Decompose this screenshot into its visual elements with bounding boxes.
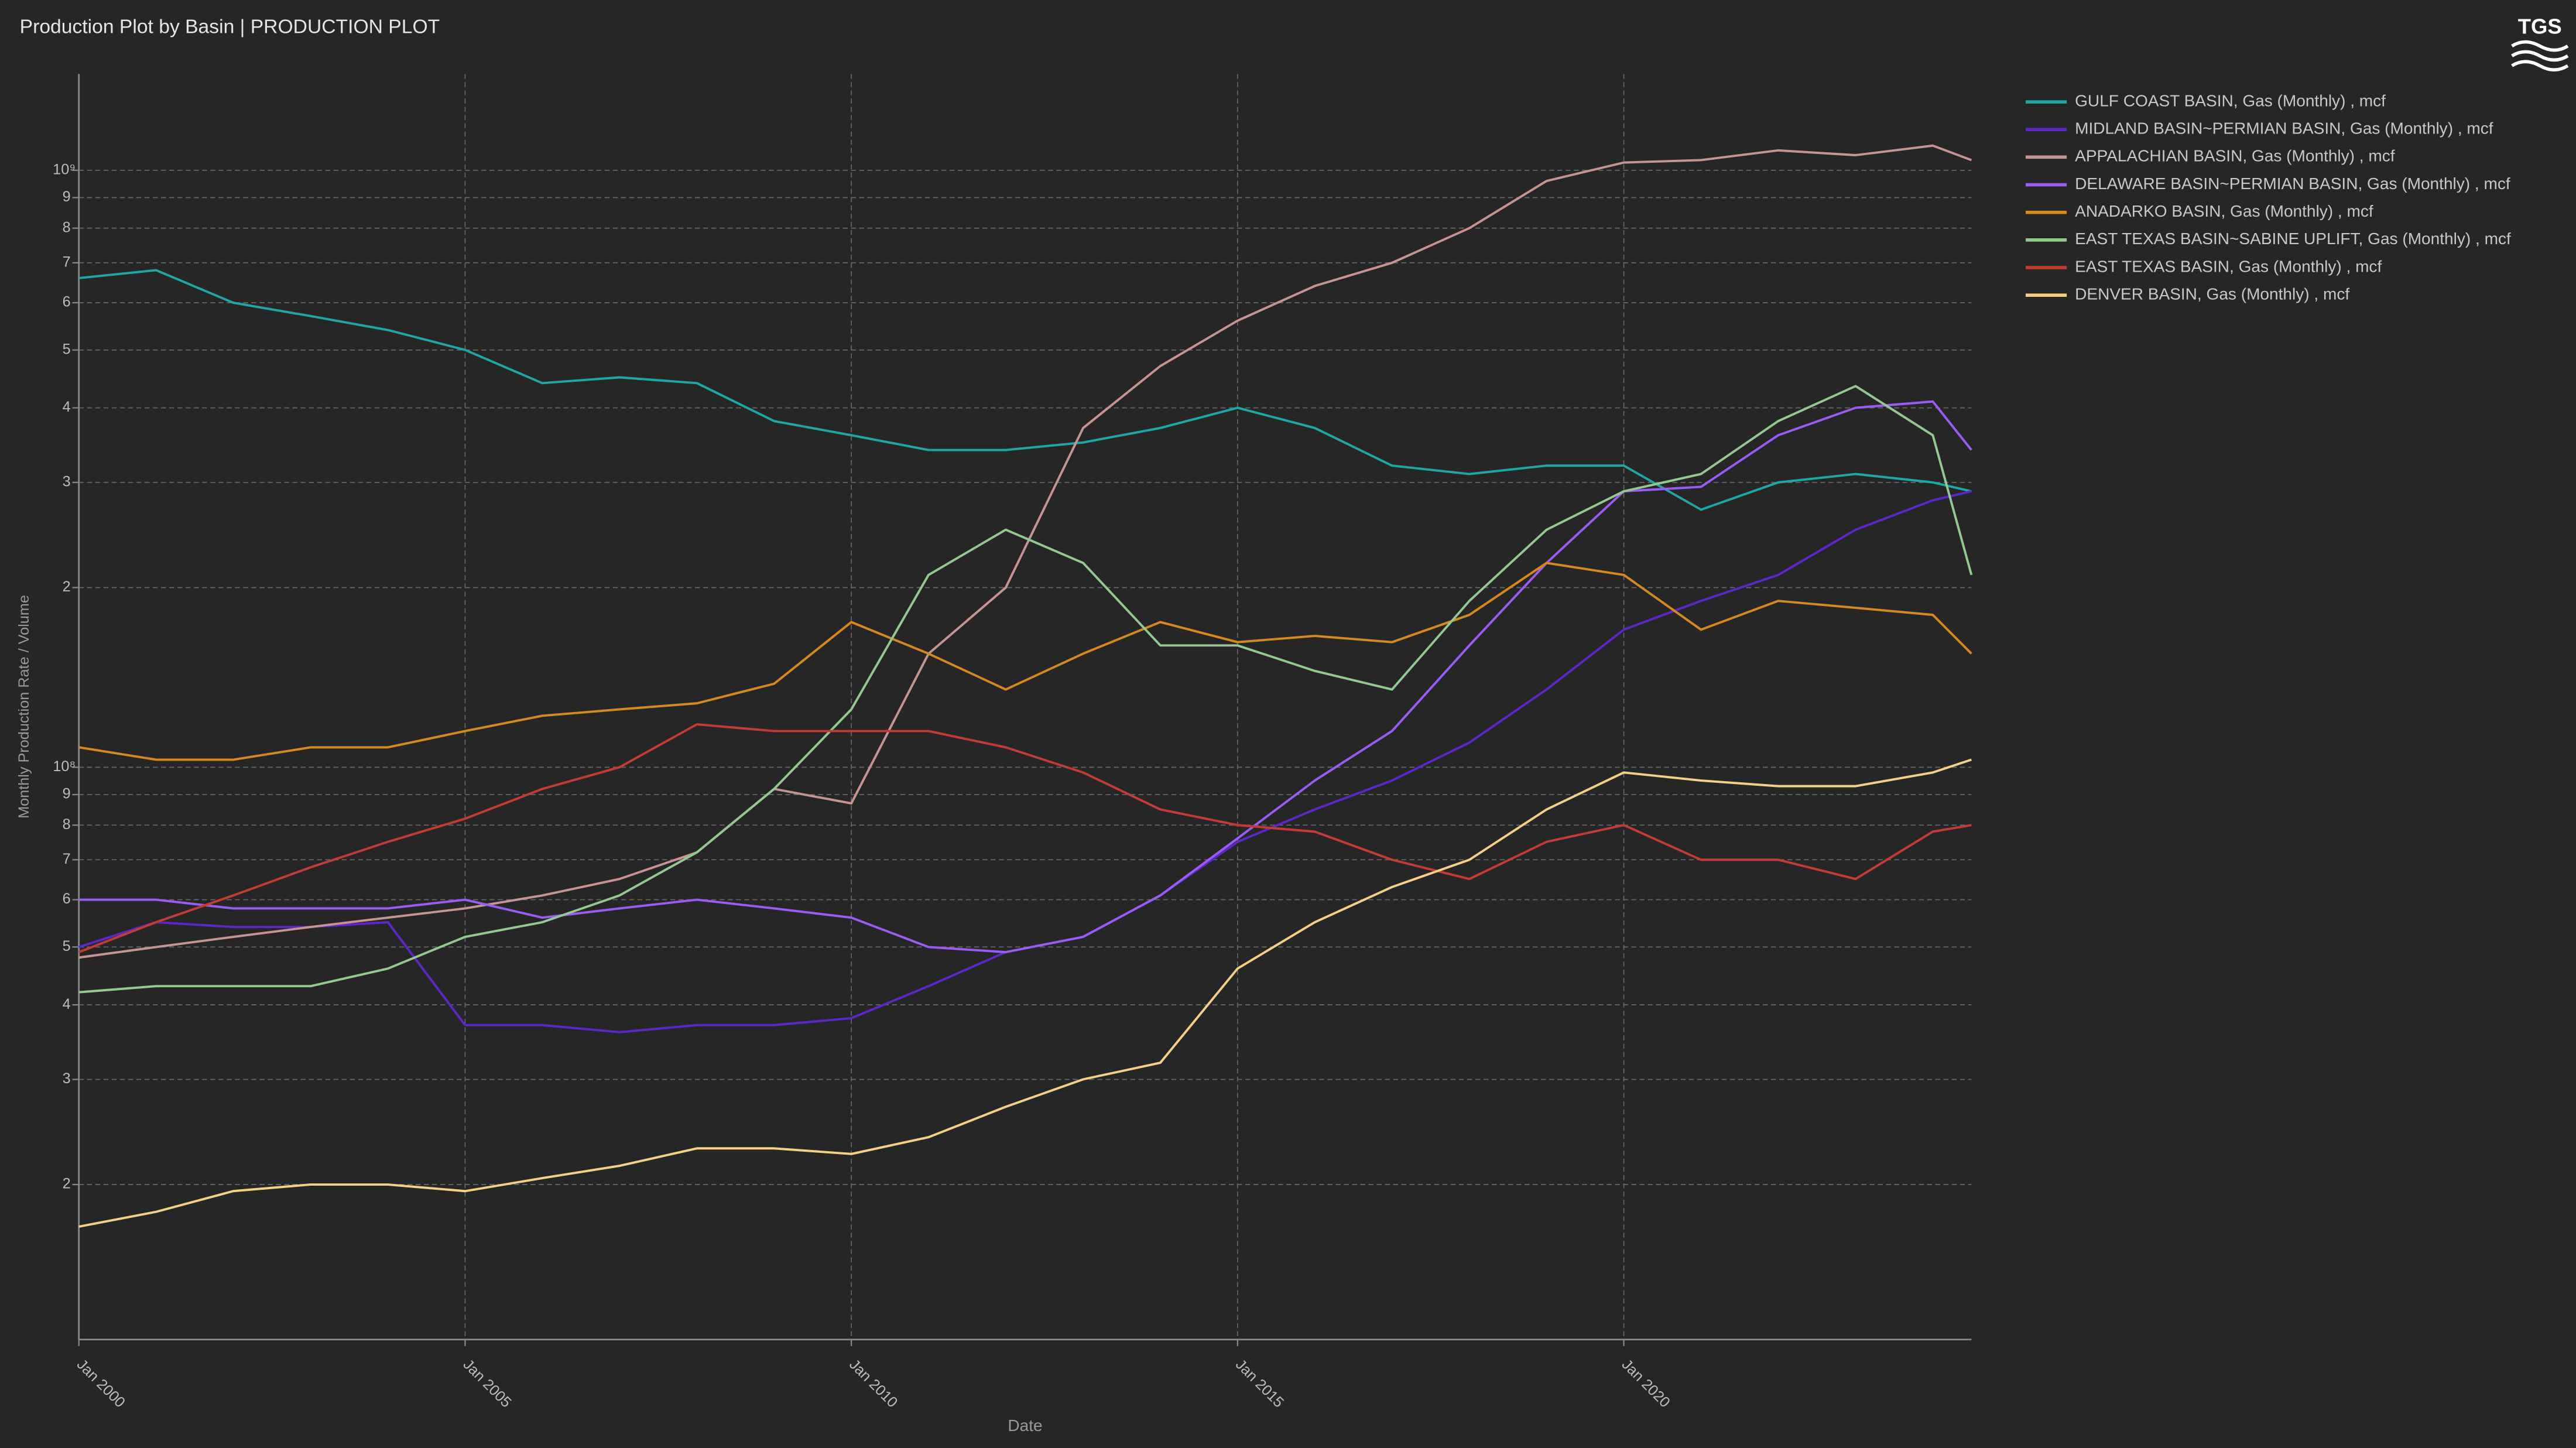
y-tick-label: 7 (63, 851, 71, 867)
series-line (78, 400, 1972, 954)
series-line (78, 723, 1972, 953)
legend-label: GULF COAST BASIN, Gas (Monthly) , mcf (2075, 91, 2386, 109)
series-line (78, 144, 1972, 959)
y-tick-label: 3 (63, 474, 71, 490)
series-line (78, 385, 1973, 994)
legend-label: APPALACHIAN BASIN, Gas (Monthly) , mcf (2075, 147, 2395, 165)
y-tick-label: 6 (63, 891, 71, 907)
y-tick-label: 10⁹ (53, 162, 76, 178)
legend-label: EAST TEXAS BASIN, Gas (Monthly) , mcf (2075, 257, 2382, 275)
series-line (78, 269, 1972, 511)
series-line (78, 758, 1972, 1228)
y-tick-label: 7 (63, 254, 71, 270)
legend-label: EAST TEXAS BASIN~SABINE UPLIFT, Gas (Mon… (2075, 230, 2511, 248)
y-tick-label: 4 (63, 996, 71, 1012)
logo: TGS (2511, 14, 2569, 72)
y-tick-label: 2 (63, 1176, 71, 1192)
y-tick-label: 4 (63, 399, 71, 415)
series-line (78, 562, 1972, 761)
y-tick-label: 8 (63, 219, 71, 235)
legend-label: DELAWARE BASIN~PERMIAN BASIN, Gas (Month… (2075, 174, 2510, 193)
legend-label: MIDLAND BASIN~PERMIAN BASIN, Gas (Monthl… (2075, 119, 2493, 138)
y-tick-label: 10⁸ (53, 758, 76, 775)
y-tick-label: 2 (63, 578, 71, 595)
y-axis-label: Monthly Production Rate / Volume (16, 595, 32, 819)
y-tick-label: 8 (63, 816, 71, 833)
y-tick-label: 9 (63, 189, 71, 205)
y-tick-label: 3 (63, 1070, 71, 1087)
legend-label: DENVER BASIN, Gas (Monthly) , mcf (2075, 285, 2349, 303)
y-tick-label: 9 (63, 786, 71, 802)
chart-title: Production Plot by Basin | PRODUCTION PL… (20, 16, 440, 38)
logo-waves (2511, 40, 2569, 72)
logo-text: TGS (2518, 14, 2562, 38)
y-tick-label: 5 (63, 938, 71, 954)
x-axis-label: Date (1008, 1416, 1042, 1435)
legend-label: ANADARKO BASIN, Gas (Monthly) , mcf (2075, 202, 2373, 220)
y-tick-label: 5 (63, 341, 71, 357)
y-tick-label: 6 (63, 294, 71, 310)
